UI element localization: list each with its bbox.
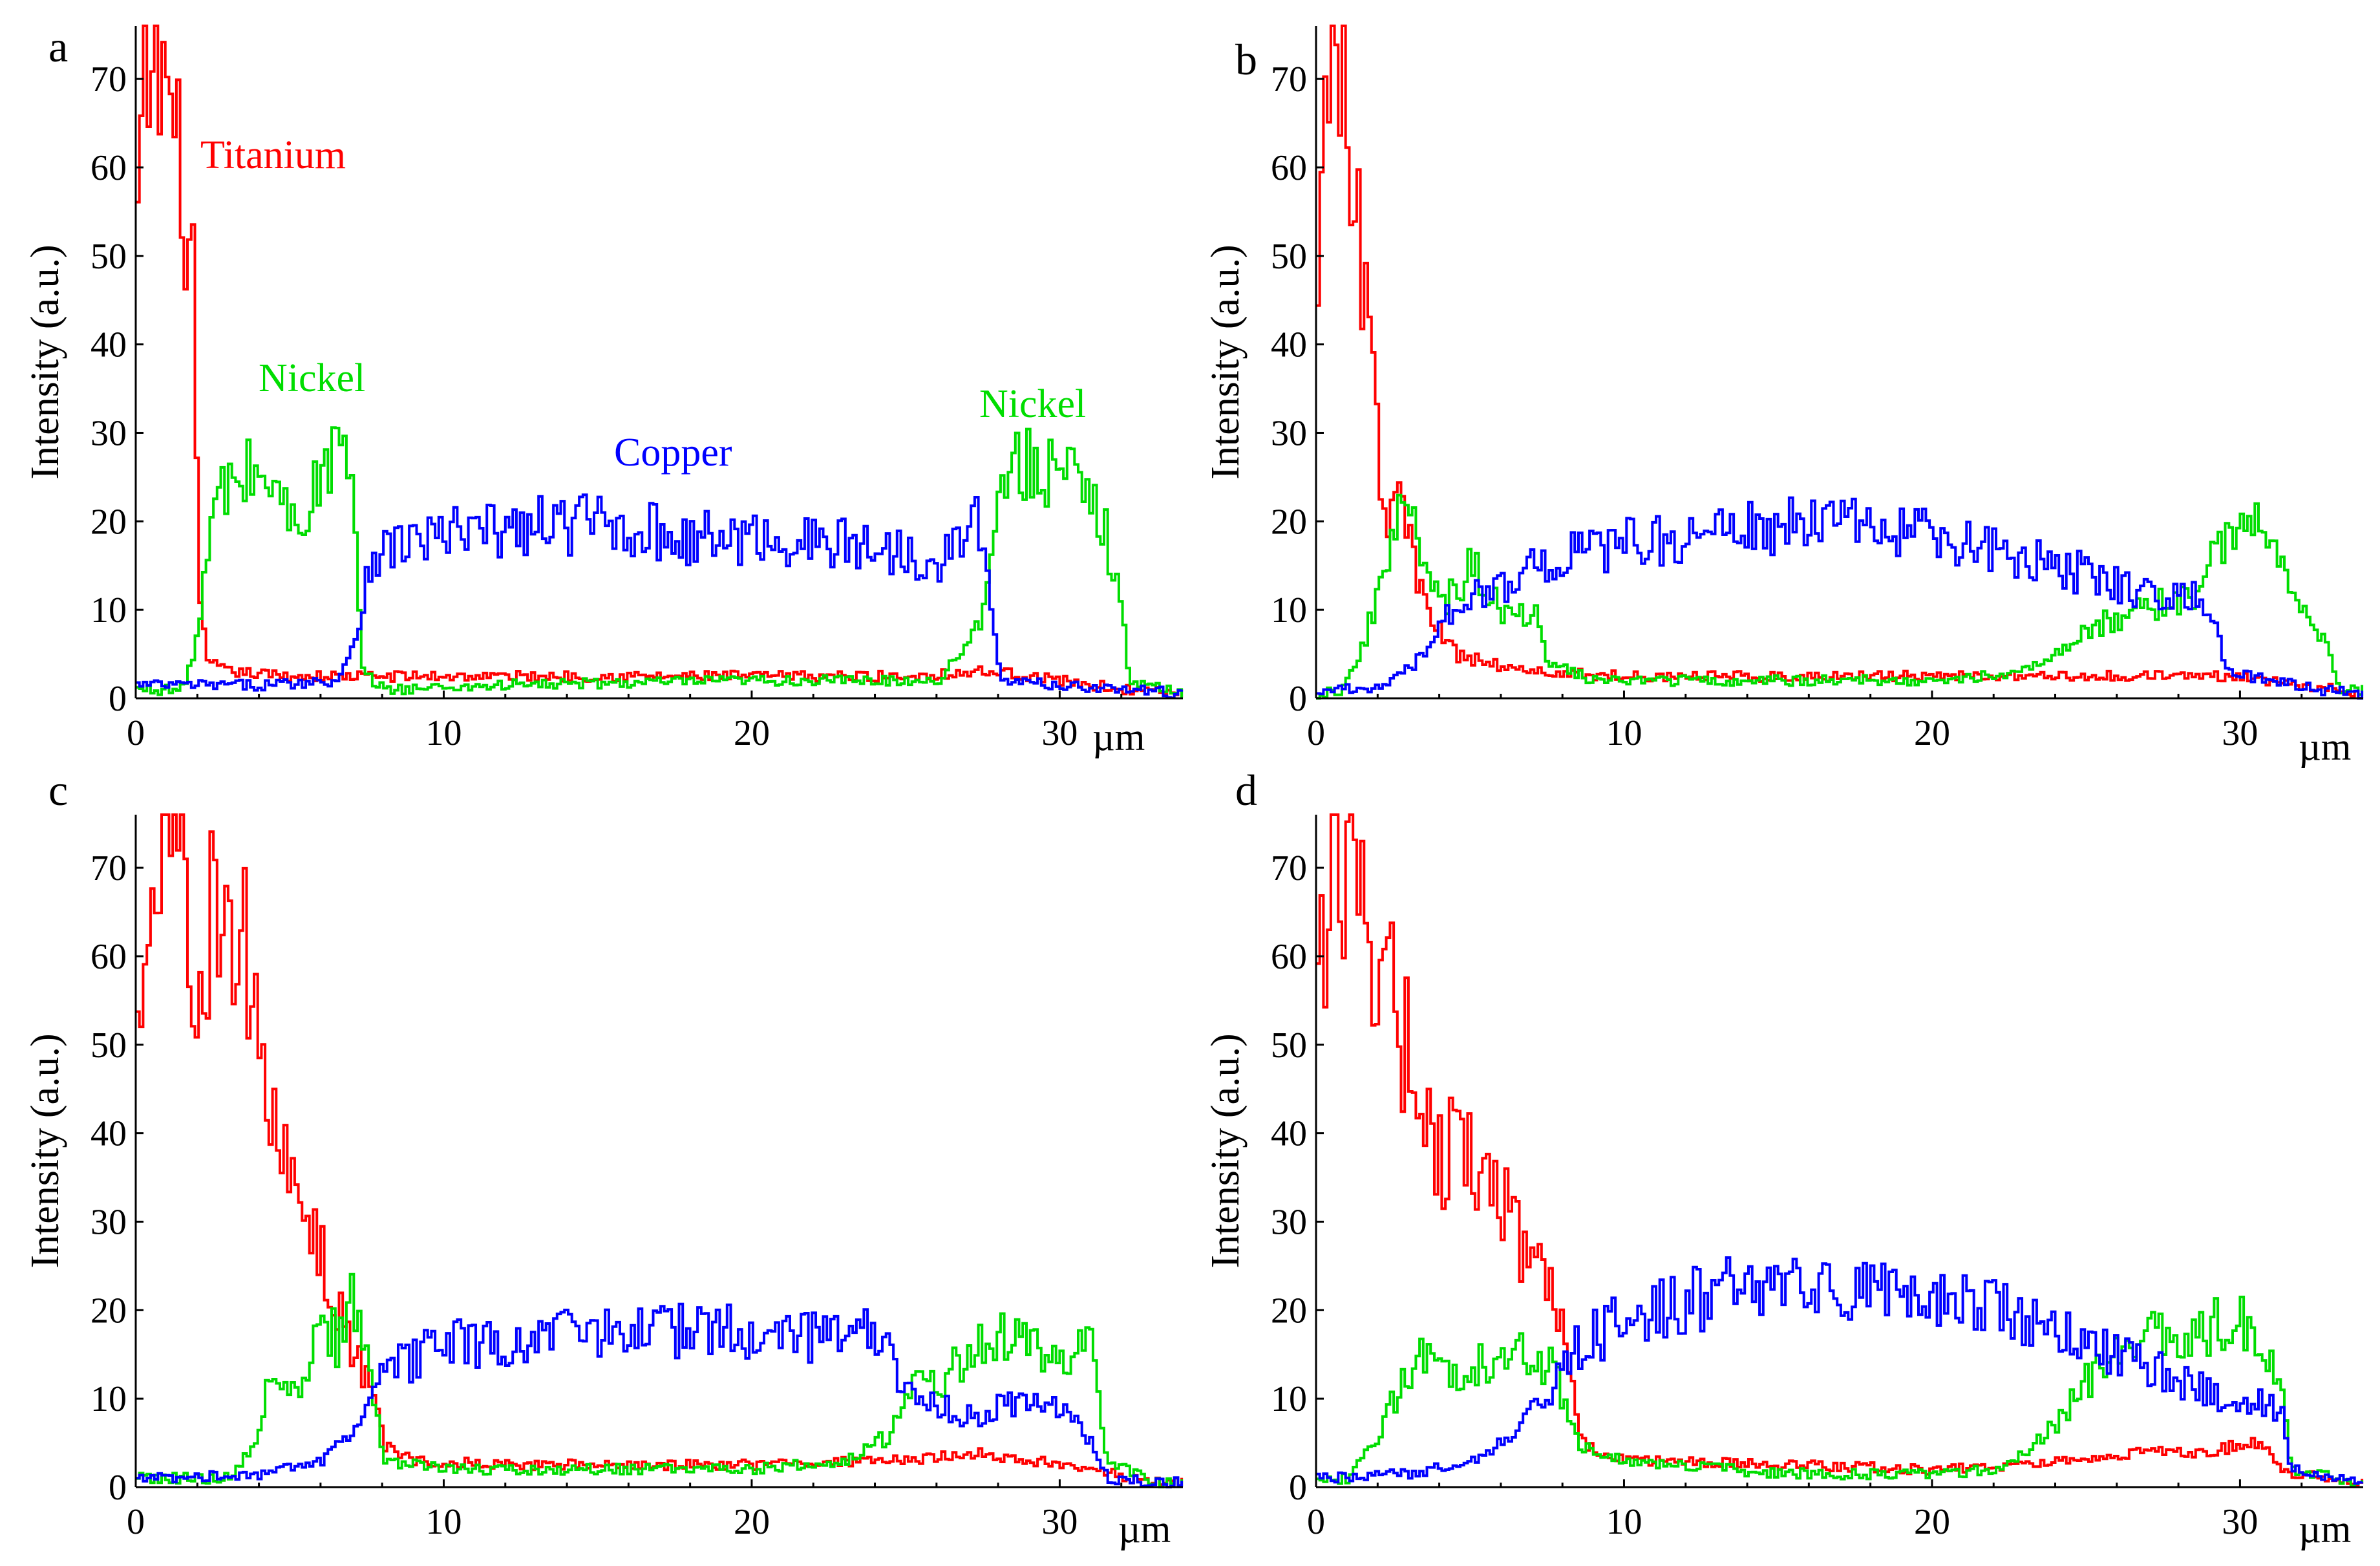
- panel-b-y-tick-label: 20: [1271, 502, 1307, 542]
- panel-c-y-tick-label: 10: [90, 1379, 127, 1419]
- annotation-titanium: Titanium: [200, 133, 346, 177]
- panel-a-series-titanium: [136, 25, 1184, 698]
- panel-a-annotations: Titanium Nickel Copper Nickel: [200, 133, 1086, 475]
- panel-d-y-tick-label: 60: [1271, 937, 1307, 977]
- panel-c-x-tick-label: 0: [127, 1502, 145, 1542]
- panel-c-y-tick-label: 0: [109, 1468, 127, 1508]
- panel-b-axes: [1315, 26, 2363, 700]
- panel-d-y-tick-label: 20: [1271, 1291, 1307, 1331]
- panel-b-x-tick-label: 30: [2222, 713, 2258, 753]
- panel-d-ticks: 0 10 20 30 40 50 60 70 0 10 20 30: [1271, 848, 2303, 1542]
- panel-b-series-titanium: [1316, 25, 2364, 700]
- panel-d-y-tick-label: 70: [1271, 848, 1307, 888]
- panel-b-y-tick-label: 40: [1271, 325, 1307, 365]
- panel-a-y-tick-label: 20: [90, 502, 127, 542]
- panel-a: 0 10 20 30 40 50 60 70 0 10 20 30 a Intensity (a.u.…: [23, 22, 1184, 758]
- panel-b-y-tick-label: 0: [1289, 679, 1307, 719]
- annotation-nickel-left: Nickel: [259, 356, 365, 400]
- panel-d-y-tick-label: 30: [1271, 1202, 1307, 1242]
- panel-a-y-tick-label: 50: [90, 237, 127, 277]
- panel-c-x-tick-label: 30: [1041, 1502, 1078, 1542]
- panel-c: 0 10 20 30 40 50 60 70 0 10 20 30 c Intensity (a.u.…: [23, 766, 1184, 1550]
- panel-d-series: [1316, 813, 2364, 1487]
- panel-c-axes: [134, 815, 1183, 1488]
- panel-c-y-tick-label: 70: [90, 848, 127, 888]
- panel-a-y-label: Intensity (a.u.): [23, 244, 67, 479]
- panel-a-y-tick-label: 40: [90, 325, 127, 365]
- panel-c-letter: c: [48, 766, 68, 815]
- panel-c-series-copper: [136, 1302, 1184, 1488]
- panel-b-x-tick-label: 0: [1307, 713, 1325, 753]
- panel-a-series-copper: [136, 493, 1184, 700]
- panel-c-x-tick-label: 20: [734, 1502, 770, 1542]
- panel-d-series-copper: [1316, 1256, 2364, 1485]
- panel-c-x-unit: µm: [1118, 1508, 1171, 1550]
- panel-b-series-copper: [1316, 496, 2364, 700]
- panel-b-y-tick-label: 60: [1271, 148, 1307, 188]
- panel-b-series-nickel: [1316, 493, 2364, 700]
- panel-d-letter: d: [1235, 766, 1257, 815]
- panel-d-series-nickel: [1316, 1295, 2364, 1487]
- panel-c-series-nickel: [136, 1272, 1184, 1488]
- panel-d-x-tick-label: 10: [1606, 1502, 1642, 1542]
- panel-b-series: [1316, 25, 2364, 700]
- panel-a-axes: [134, 26, 1183, 700]
- panel-c-y-tick-label: 20: [90, 1291, 127, 1331]
- panel-b: 0 10 20 30 40 50 60 70 0 10 20 30 b Intensity (a.u.…: [1204, 25, 2364, 768]
- panel-d-y-tick-label: 10: [1271, 1379, 1307, 1419]
- panel-d-x-tick-label: 0: [1307, 1502, 1325, 1542]
- panel-a-series: [136, 25, 1184, 700]
- panel-c-y-tick-label: 30: [90, 1202, 127, 1242]
- panel-d-axes: [1315, 815, 2363, 1488]
- panel-b-y-tick-label: 30: [1271, 413, 1307, 453]
- panel-d-y-tick-label: 50: [1271, 1025, 1307, 1066]
- panel-c-y-label: Intensity (a.u.): [23, 1033, 67, 1268]
- panel-c-y-tick-label: 50: [90, 1025, 127, 1066]
- panel-b-letter: b: [1235, 35, 1257, 84]
- panel-a-y-tick-label: 0: [109, 679, 127, 719]
- panel-b-y-tick-label: 50: [1271, 237, 1307, 277]
- panel-b-y-tick-label: 10: [1271, 590, 1307, 630]
- panel-d-x-tick-label: 20: [1914, 1502, 1950, 1542]
- panel-a-x-tick-label: 30: [1041, 713, 1078, 753]
- panel-b-y-tick-label: 70: [1271, 59, 1307, 100]
- panel-b-x-unit: µm: [2299, 725, 2351, 768]
- panel-a-x-unit: µm: [1092, 716, 1145, 758]
- panel-d-y-tick-label: 40: [1271, 1114, 1307, 1154]
- panel-d-series-titanium: [1316, 813, 2364, 1486]
- panel-a-y-tick-label: 10: [90, 590, 127, 630]
- panel-a-x-tick-label: 20: [734, 713, 770, 753]
- panel-d-x-unit: µm: [2299, 1508, 2351, 1550]
- panel-d-y-label: Intensity (a.u.): [1204, 1033, 1248, 1268]
- panel-b-ticks: 0 10 20 30 40 50 60 70 0 10 20 30: [1271, 59, 2303, 753]
- panel-a-y-tick-label: 30: [90, 413, 127, 453]
- panel-b-x-tick-label: 20: [1914, 713, 1950, 753]
- annotation-nickel-right: Nickel: [979, 382, 1086, 426]
- panel-d-y-tick-label: 0: [1289, 1468, 1307, 1508]
- panel-c-ticks: 0 10 20 30 40 50 60 70 0 10 20 30: [90, 848, 1123, 1542]
- panel-a-y-tick-label: 70: [90, 59, 127, 100]
- panel-c-x-tick-label: 10: [425, 1502, 462, 1542]
- panel-d-x-tick-label: 30: [2222, 1502, 2258, 1542]
- panel-b-x-tick-label: 10: [1606, 713, 1642, 753]
- panel-c-series-titanium: [136, 813, 1184, 1487]
- panel-a-y-tick-label: 60: [90, 148, 127, 188]
- panel-b-y-label: Intensity (a.u.): [1204, 244, 1248, 479]
- panel-c-y-tick-label: 40: [90, 1114, 127, 1154]
- panel-c-series: [136, 813, 1184, 1488]
- panel-a-series-nickel: [136, 426, 1184, 698]
- panel-a-x-tick-label: 10: [425, 713, 462, 753]
- panel-c-y-tick-label: 60: [90, 937, 127, 977]
- panel-d: 0 10 20 30 40 50 60 70 0 10 20 30 d Intensity (a.u.…: [1204, 766, 2364, 1550]
- panel-a-ticks: 0 10 20 30 40 50 60 70 0 10 20 30: [90, 59, 1123, 753]
- panel-a-letter: a: [48, 22, 68, 71]
- annotation-copper: Copper: [614, 431, 732, 475]
- panel-a-x-tick-label: 0: [127, 713, 145, 753]
